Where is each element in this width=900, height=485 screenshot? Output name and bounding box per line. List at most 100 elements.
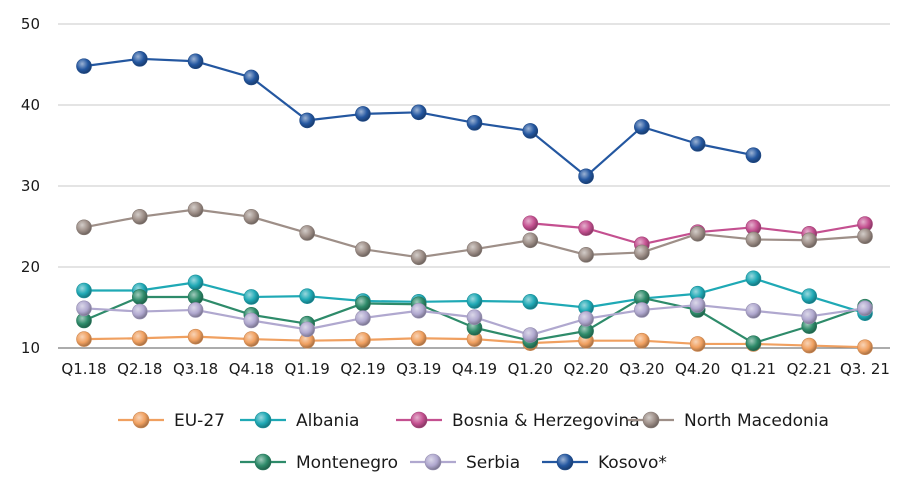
x-tick-label: Q2.18 (117, 360, 162, 378)
data-point (410, 330, 427, 347)
x-tick-label: Q3.19 (396, 360, 441, 378)
y-tick-label: 50 (21, 15, 40, 33)
data-point (355, 310, 371, 326)
legend-label: Bosnia & Herzegovina (452, 411, 640, 431)
data-point (410, 249, 427, 266)
series-serbia (76, 297, 873, 343)
data-point (243, 312, 260, 329)
data-point (243, 289, 260, 305)
x-tick-label: Q1.21 (731, 360, 776, 378)
data-point (745, 270, 762, 287)
y-tick-label: 10 (21, 339, 40, 357)
data-point (522, 327, 539, 343)
series-lines (76, 51, 873, 355)
data-point (131, 330, 148, 347)
data-point (243, 208, 260, 225)
x-tick-label: Q4.20 (675, 360, 720, 378)
x-tick-label: Q4.18 (229, 360, 274, 378)
x-tick-label: Q1.18 (61, 360, 106, 378)
data-point (634, 302, 650, 318)
data-point (634, 332, 650, 349)
data-point (76, 58, 92, 74)
y-tick-label: 40 (21, 96, 40, 114)
data-point (76, 331, 92, 347)
x-tick-label: Q3.18 (173, 360, 218, 378)
legend-marker (254, 411, 272, 429)
data-point (410, 302, 427, 319)
legend-item-serbia: Serbia (410, 453, 520, 473)
data-point (522, 232, 539, 249)
data-point (187, 302, 204, 318)
data-point (131, 51, 148, 67)
data-point (76, 219, 92, 236)
legend-marker (410, 411, 428, 429)
x-tick-label: Q3.20 (619, 360, 664, 378)
legend-marker (254, 453, 272, 471)
data-point (578, 247, 594, 263)
legend-item-eu-27: EU-27 (118, 411, 225, 431)
legend-item-albania: Albania (240, 411, 359, 431)
data-point (466, 115, 483, 131)
data-point (689, 336, 706, 352)
data-point (689, 297, 706, 313)
legend-marker (642, 411, 660, 429)
data-point (801, 288, 818, 304)
data-point (689, 225, 706, 242)
x-tick-label: Q2.20 (563, 360, 608, 378)
data-point (131, 289, 148, 305)
legend-item-north-macedonia: North Macedonia (628, 411, 829, 431)
data-point (522, 123, 539, 139)
data-point (801, 232, 818, 249)
legend-label: Montenegro (296, 453, 398, 473)
series-north-macedonia (76, 201, 873, 266)
data-point (857, 339, 873, 355)
data-point (634, 119, 650, 135)
x-tick-label: Q1.20 (508, 360, 553, 378)
data-point (355, 295, 371, 312)
data-point (745, 147, 762, 164)
legend-label: North Macedonia (684, 411, 829, 431)
x-tick-label: Q4.19 (452, 360, 497, 378)
data-point (131, 208, 148, 225)
data-point (466, 309, 483, 326)
data-point (522, 294, 539, 310)
y-tick-label: 30 (21, 177, 40, 195)
data-point (355, 332, 371, 348)
data-point (299, 225, 315, 241)
legend-label: Serbia (466, 453, 520, 473)
data-point (131, 303, 148, 320)
data-point (299, 321, 315, 338)
data-point (299, 288, 315, 304)
data-point (466, 241, 483, 257)
axes: 10 20 30 40 50 Q1.18 Q2.18 Q3.18 Q4.18 Q1.19 Q2.19… (21, 15, 890, 378)
legend-marker (424, 453, 442, 471)
legend-marker (556, 453, 574, 471)
data-point (299, 112, 315, 129)
data-point (578, 311, 594, 327)
legend-item-montenegro: Montenegro (240, 453, 398, 473)
data-point (76, 282, 92, 299)
x-tick-label: Q1.19 (285, 360, 330, 378)
data-point (187, 328, 204, 345)
legend: EU-27 Albania Bosnia & Herzegovina North Ma… (118, 411, 829, 473)
data-point (466, 293, 483, 309)
legend-marker (132, 411, 150, 429)
data-point (187, 53, 204, 70)
legend-item-bosnia-herzegovina: Bosnia & Herzegovina (396, 411, 640, 431)
data-point (243, 331, 260, 347)
legend-label: Kosovo* (598, 453, 667, 473)
x-tick-label: Q3. 21 (840, 360, 890, 378)
data-point (522, 215, 539, 232)
data-point (187, 201, 204, 218)
data-point (76, 300, 92, 317)
data-point (578, 220, 594, 236)
y-tick-label: 20 (21, 258, 40, 276)
series-kosovo (76, 51, 762, 185)
data-point (689, 136, 706, 152)
legend-label: EU-27 (174, 411, 225, 431)
legend-label: Albania (296, 411, 359, 431)
data-point (355, 241, 371, 257)
legend-item-kosovo: Kosovo* (542, 453, 667, 473)
